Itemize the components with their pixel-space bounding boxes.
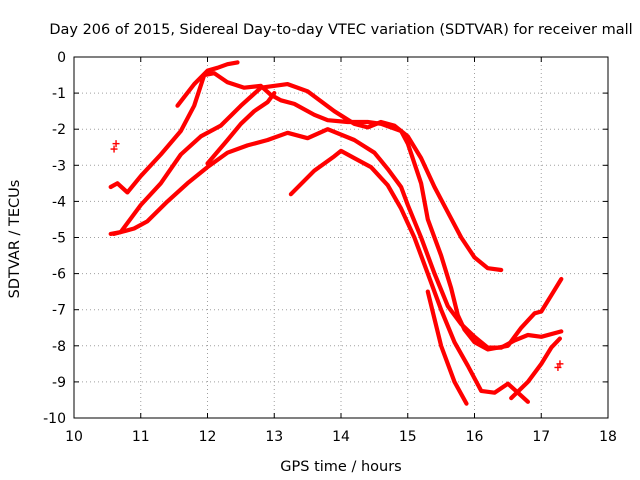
x-tick-label: 14: [332, 429, 350, 445]
y-tick-label: -9: [52, 375, 66, 391]
y-tick-label: -1: [52, 86, 66, 102]
data-point: [110, 145, 118, 153]
series-track-a: [108, 82, 504, 273]
series-track-b: [111, 127, 564, 350]
series-track-d: [175, 60, 240, 108]
y-tick-label: -3: [52, 158, 66, 174]
grid: [74, 57, 608, 418]
data-point: [554, 363, 562, 371]
y-tick-label: -5: [52, 231, 66, 247]
series-track-g: [425, 289, 469, 406]
y-tick-label: -4: [52, 194, 66, 210]
x-tick-label: 12: [199, 429, 217, 445]
y-axis-label: SDTVAR / TECUs: [7, 180, 23, 299]
series-track-f: [288, 148, 530, 404]
axis-ticks: 10 11 12 13 14 15 16 17 18 0 -1 -2 -3 -4 -5 -6 -7 -8 -9 -10: [43, 50, 617, 445]
y-tick-label: -6: [52, 267, 66, 283]
y-tick-label: -10: [43, 411, 66, 427]
x-tick-label: 10: [65, 429, 83, 445]
x-tick-label: 17: [532, 429, 550, 445]
series-track-h: [509, 336, 562, 401]
series-track-c: [108, 71, 564, 352]
x-tick-label: 15: [399, 429, 417, 445]
y-tick-label: -8: [52, 339, 66, 355]
x-axis-label: GPS time / hours: [280, 459, 401, 475]
series-track-e: [205, 91, 277, 166]
data-point: [112, 140, 120, 148]
x-tick-label: 16: [466, 429, 484, 445]
plot-series: [108, 60, 564, 406]
data-point: [556, 360, 564, 368]
chart-title: Day 206 of 2015, Sidereal Day-to-day VTE…: [49, 22, 632, 38]
x-tick-label: 18: [599, 429, 617, 445]
x-tick-label: 11: [132, 429, 150, 445]
x-tick-label: 13: [265, 429, 283, 445]
y-tick-label: 0: [57, 50, 66, 66]
y-tick-label: -7: [52, 303, 66, 319]
y-tick-label: -2: [52, 122, 66, 138]
